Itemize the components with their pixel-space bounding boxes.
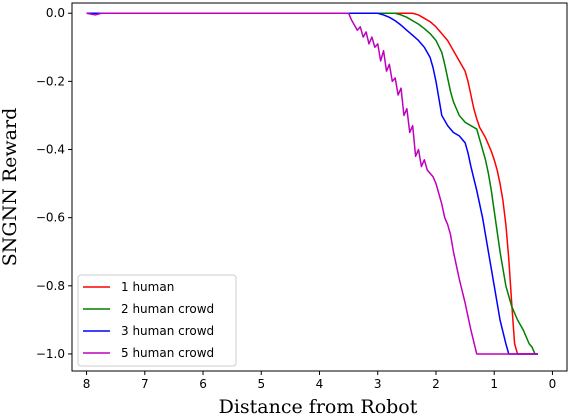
legend-label-3-human-crowd: 3 human crowd [121,324,214,338]
x-tick-label: 5 [257,377,265,391]
x-tick-label: 1 [490,377,498,391]
series-line-5-human-crowd [86,12,538,355]
series-line-3-human-crowd [86,12,538,355]
series-line-2-human-crowd [86,12,538,355]
x-tick-label: 0 [549,377,557,391]
x-tick-label: 4 [316,377,324,391]
y-tick-label: −0.8 [36,279,65,293]
series-layer [86,12,538,355]
y-tick-label: −0.6 [36,211,65,225]
y-axis-title: SNGNN Reward [0,108,21,267]
x-tick-label: 7 [141,377,149,391]
y-tick-label: −1.0 [36,347,65,361]
y-axis-ticks: 0.0 −0.2 −0.4 −0.6 −0.8 −1.0 [36,6,72,361]
x-axis-title: Distance from Robot [219,396,418,414]
x-axis-ticks: 8 7 6 5 4 3 2 1 0 [83,371,557,391]
x-tick-label: 2 [432,377,440,391]
legend-label-2-human-crowd: 2 human crowd [121,302,214,316]
legend-box [77,274,237,367]
legend: 1 human 2 human crowd 3 human crowd 5 human… [77,274,237,367]
y-tick-label: 0.0 [46,6,65,20]
legend-label-1-human: 1 human [121,280,174,294]
x-tick-label: 3 [374,377,382,391]
legend-label-5-human-crowd: 5 human crowd [121,346,214,360]
x-tick-label: 6 [199,377,207,391]
y-tick-label: −0.2 [36,74,65,88]
x-tick-label: 8 [83,377,91,391]
y-tick-label: −0.4 [36,143,65,157]
